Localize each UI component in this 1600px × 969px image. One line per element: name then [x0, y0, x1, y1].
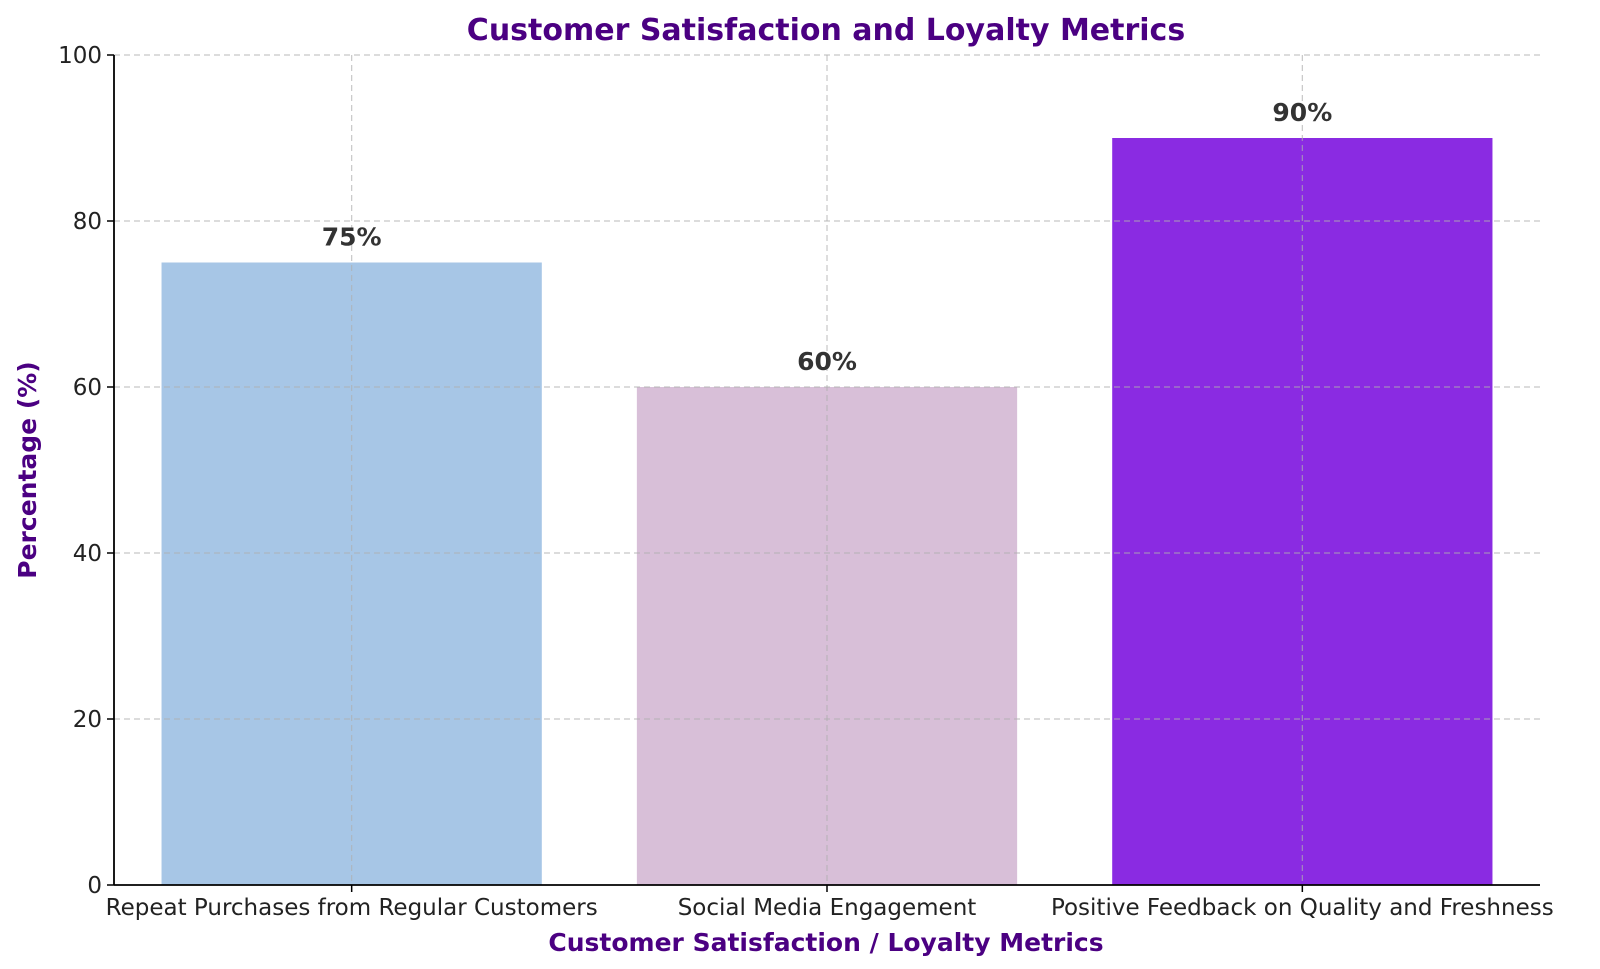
y-tick-label-3: 60 [73, 375, 102, 401]
bar-value-label-1: 60% [797, 347, 857, 376]
x-tick-label-2: Positive Feedback on Quality and Freshne… [1051, 895, 1554, 921]
y-tick-label-4: 80 [73, 209, 102, 235]
x-tick-label-0: Repeat Purchases from Regular Customers [106, 895, 598, 921]
x-tick-label-1: Social Media Engagement [678, 895, 977, 921]
axes: 0 20 40 60 80 100 Repeat Purchases from Regula… [58, 43, 1554, 921]
chart-title: Customer Satisfaction and Loyalty Metric… [467, 13, 1185, 48]
x-axis-label: Customer Satisfaction / Loyalty Metrics [548, 928, 1103, 957]
y-tick-label-1: 20 [73, 707, 102, 733]
data-labels: 75% 60% 90% [322, 98, 1333, 376]
grid-lines [114, 54, 1540, 885]
y-axis-label: Percentage (%) [13, 361, 42, 578]
bar-value-label-2: 90% [1272, 98, 1332, 127]
y-tick-label-0: 0 [87, 873, 102, 899]
y-tick-label-2: 40 [73, 541, 102, 567]
y-tick-label-5: 100 [58, 43, 102, 69]
bar-value-label-0: 75% [322, 223, 382, 252]
